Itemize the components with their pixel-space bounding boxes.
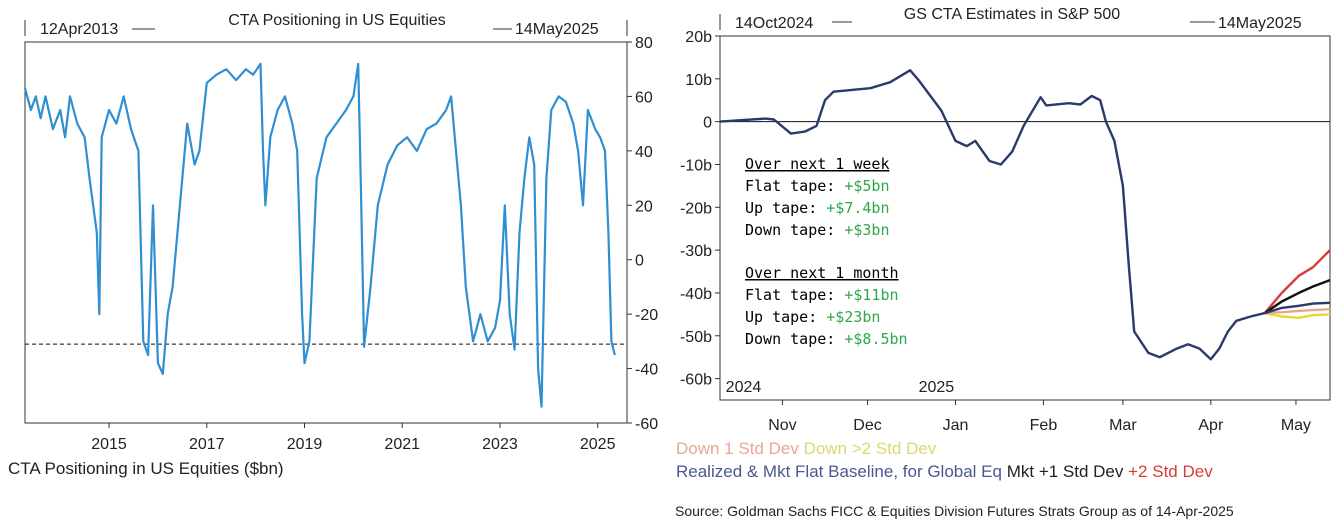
y-tick-label: -60 (635, 416, 658, 433)
series-line-realized-mkt-flat-baseline-for-global-eq (719, 69, 1331, 361)
series-line-cta-positioning (23, 62, 616, 408)
y-tick-label: 40 (635, 144, 653, 161)
source-note: Source: Goldman Sachs FICC & Equities Di… (675, 503, 1234, 519)
end-label: 14May2025 (515, 21, 599, 38)
legend-row-2: Realized & Mkt Flat Baseline, for Global… (676, 462, 1213, 481)
right-chart: GS CTA Estimates in S&P 500 14Oct2024 14Ma… (676, 6, 1331, 481)
month-annotation-row: Down tape: +$8.5bn (745, 330, 908, 348)
plot-frame (719, 35, 1331, 401)
legend-entry: Realized & Mkt Flat Baseline, for Global… (676, 462, 1002, 481)
y-tick-label: -60b (680, 372, 712, 389)
y-tick-label: 80 (635, 35, 653, 52)
start-label: 12Apr2013 (40, 21, 118, 38)
x-tick-label: May (1281, 417, 1311, 434)
y-tick-label: 20b (685, 29, 712, 46)
x-tick-label: Nov (768, 417, 796, 434)
y-tick-label: -20 (635, 307, 658, 324)
y-tick-label: -50b (680, 329, 712, 346)
legend-entry: Down >2 Std Dev (799, 439, 937, 458)
end-label: 14May2025 (1218, 15, 1302, 32)
month-annotation-title: Over next 1 month (745, 264, 899, 282)
row-label: Flat tape: (745, 286, 844, 304)
series-line-down-1-std-dev (1264, 308, 1331, 315)
row-value: +$23bn (826, 308, 880, 326)
y-tick-label: 0 (635, 253, 644, 270)
week-annotation-title: Over next 1 week (745, 155, 890, 173)
year-label: 2025 (919, 379, 955, 396)
series-line-down-2-std-dev (1264, 311, 1331, 319)
y-tick-label: -20b (680, 200, 712, 217)
row-label: Up tape: (745, 199, 826, 217)
legend-entry: Down 1 Std Dev (676, 439, 799, 458)
row-value: +$3bn (844, 221, 889, 239)
y-tick-label: -40 (635, 362, 658, 379)
x-tick-label: Apr (1198, 417, 1224, 434)
x-tick-label: Mar (1109, 417, 1137, 434)
row-value: +$8.5bn (844, 330, 907, 348)
x-tick-label: 2019 (287, 436, 323, 453)
plot-frame (24, 41, 628, 424)
row-label: Flat tape: (745, 177, 844, 195)
x-tick-label: Dec (853, 417, 881, 434)
x-tick-label: 2015 (91, 436, 127, 453)
row-label: Down tape: (745, 330, 844, 348)
month-annotation-row: Flat tape: +$11bn (745, 286, 899, 304)
week-annotation-row: Down tape: +$3bn (745, 221, 890, 239)
y-tick-label: 20 (635, 198, 653, 215)
legend-label: CTA Positioning in US Equities ($bn) (8, 459, 284, 478)
row-label: Down tape: (745, 221, 844, 239)
y-tick-label: -40b (680, 286, 712, 303)
row-value: +$11bn (844, 286, 898, 304)
x-tick-label: 2021 (384, 436, 420, 453)
x-tick-label: Jan (943, 417, 969, 434)
row-value: +$5bn (844, 177, 889, 195)
row-value: +$7.4bn (826, 199, 889, 217)
month-annotation-row: Up tape: +$23bn (745, 308, 880, 326)
x-tick-label: 2017 (189, 436, 225, 453)
chart-title: CTA Positioning in US Equities (228, 12, 446, 29)
start-label: 14Oct2024 (735, 15, 813, 32)
week-annotation-row: Up tape: +$7.4bn (745, 199, 890, 217)
x-tick-label: 2023 (482, 436, 518, 453)
left-chart: CTA Positioning in US Equities 12Apr2013 1… (8, 12, 658, 478)
x-tick-label: Feb (1030, 417, 1058, 434)
x-tick-label: 2025 (580, 436, 616, 453)
row-label: Up tape: (745, 308, 826, 326)
legend-row-1: Down 1 Std Dev Down >2 Std Dev (676, 439, 937, 458)
y-tick-label: 0 (703, 115, 712, 132)
legend-entry: +2 Std Dev (1123, 462, 1213, 481)
legend-entry: Mkt +1 Std Dev (1002, 462, 1124, 481)
series-line--2-std-dev (1263, 249, 1331, 314)
y-tick-label: -10b (680, 157, 712, 174)
y-tick-label: 10b (685, 72, 712, 89)
chart-title: GS CTA Estimates in S&P 500 (904, 6, 1120, 23)
series-line-mkt-1-std-dev (1264, 278, 1331, 315)
week-annotation-row: Flat tape: +$5bn (745, 177, 890, 195)
y-tick-label: -30b (680, 243, 712, 260)
y-tick-label: 60 (635, 89, 653, 106)
year-label: 2024 (726, 379, 762, 396)
